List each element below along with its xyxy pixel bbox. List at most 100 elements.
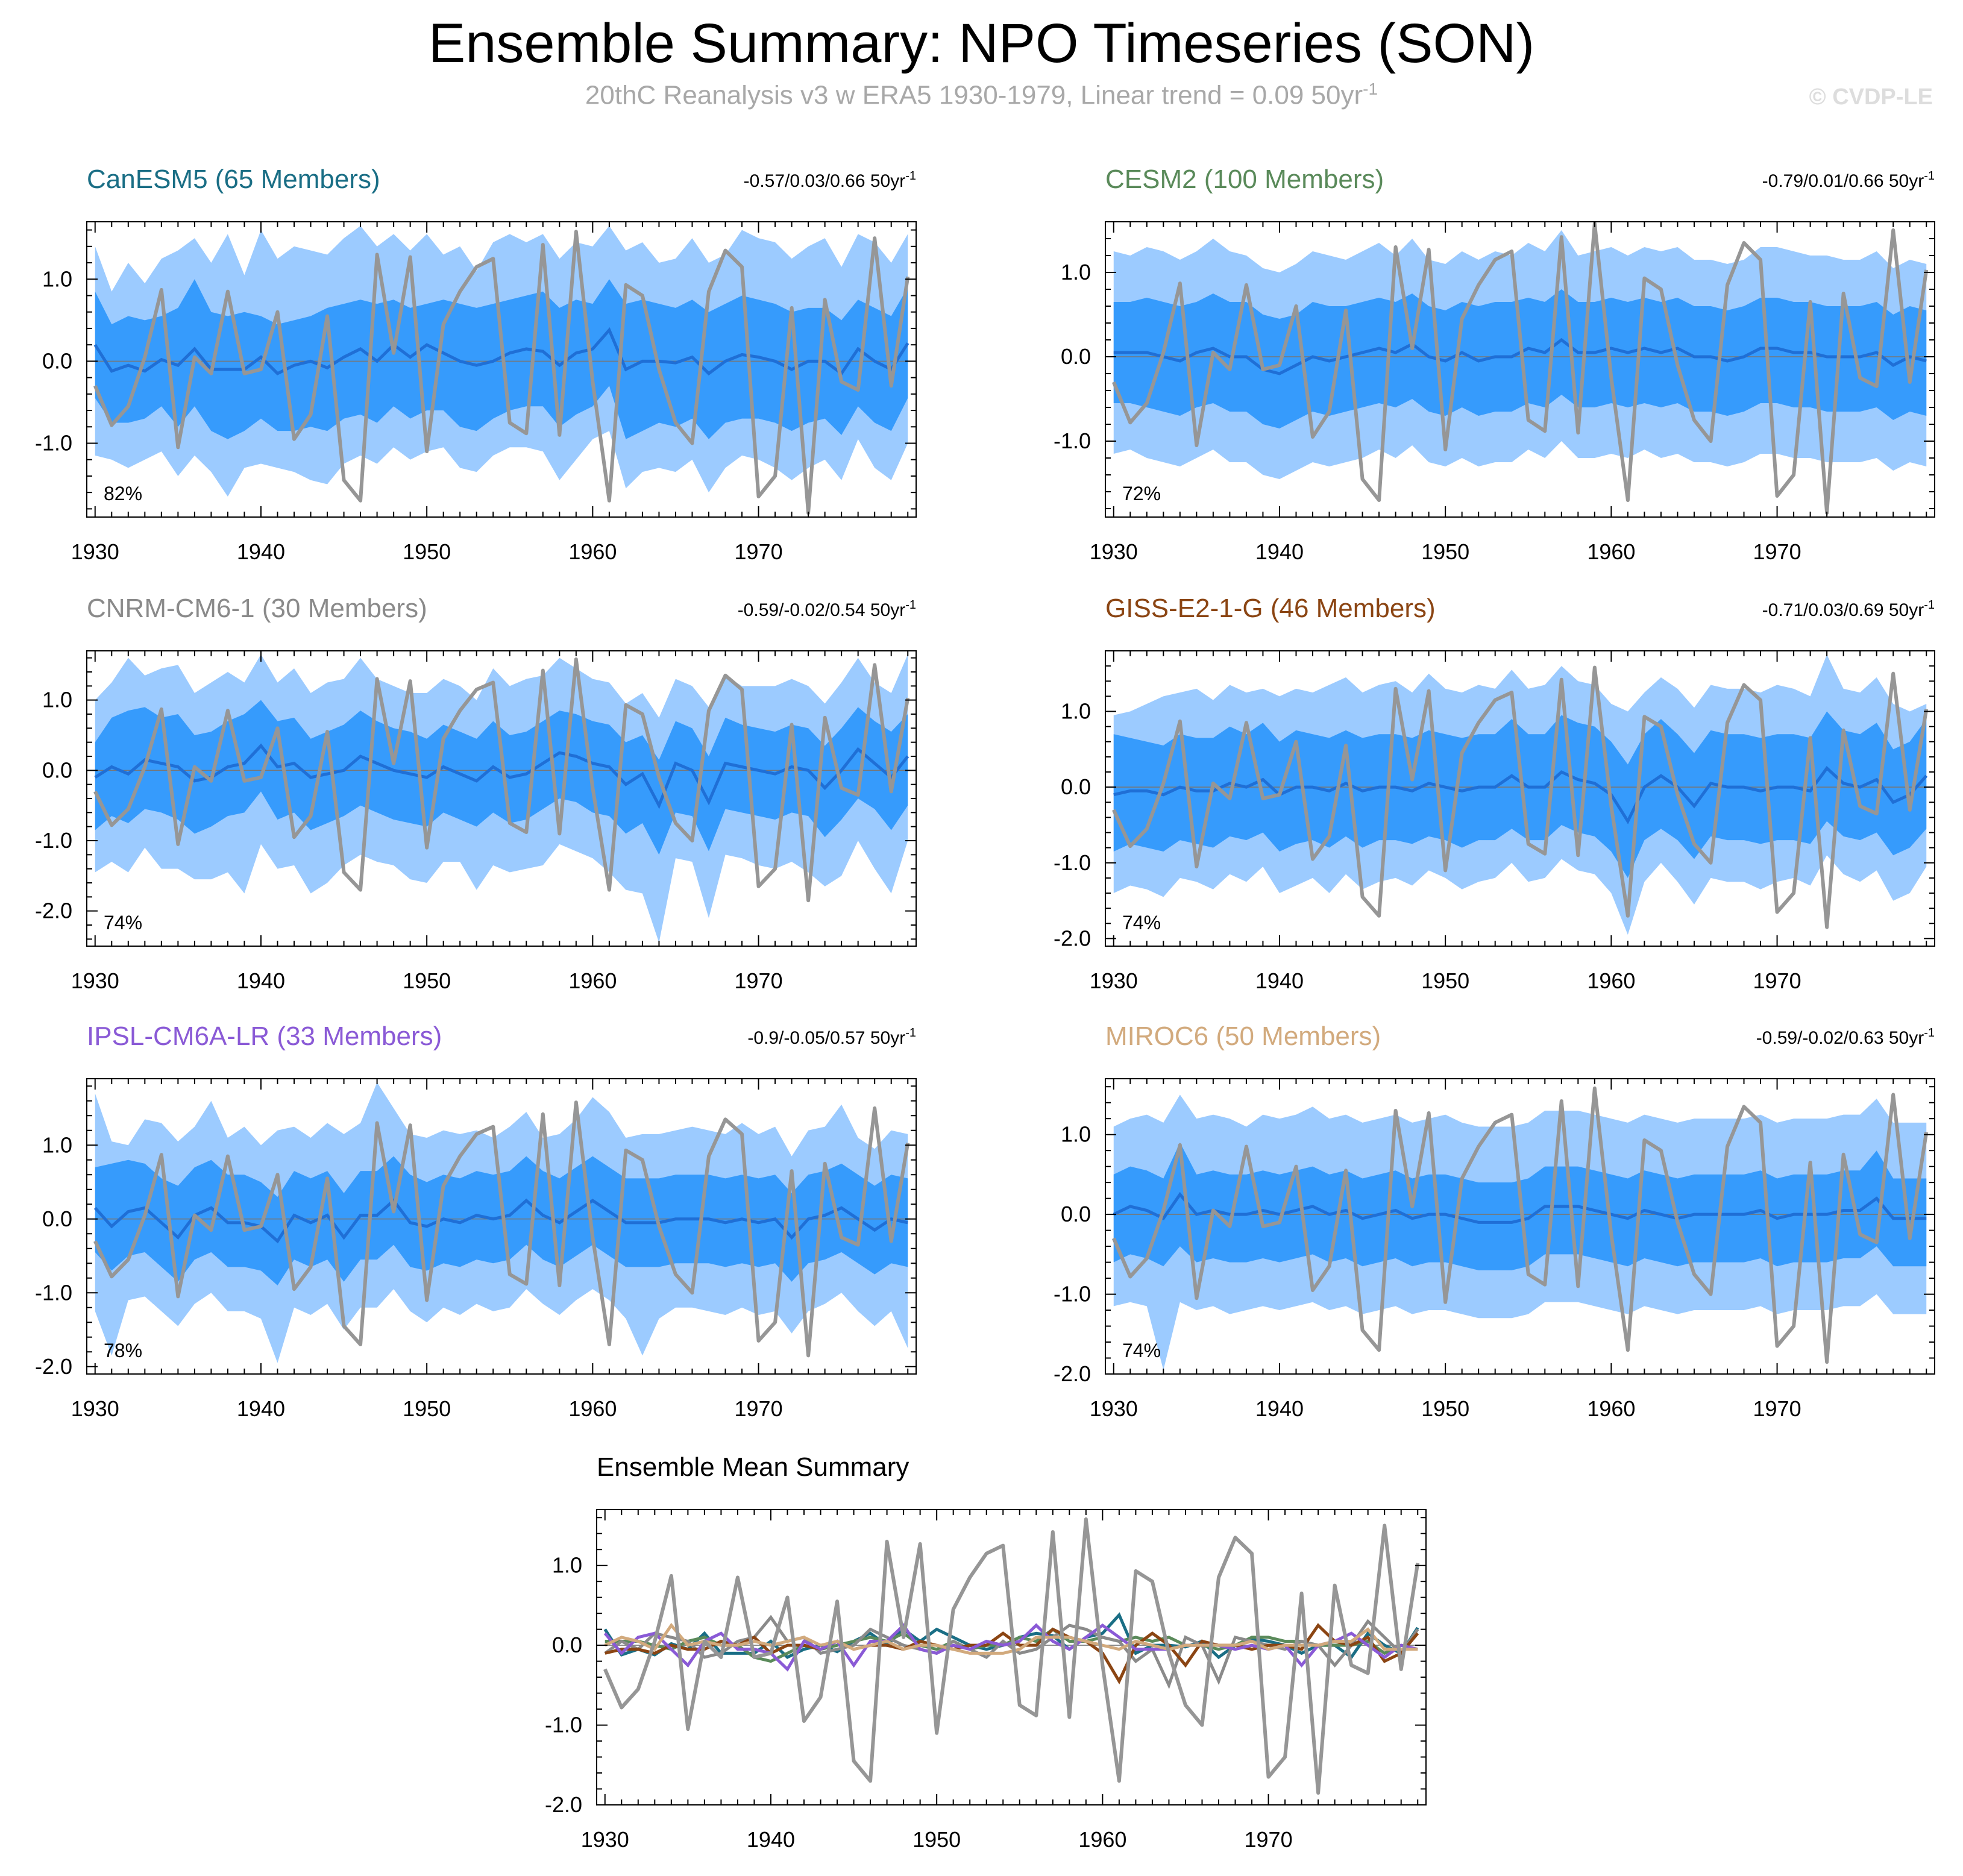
x-tick-label: 1960: [1587, 1396, 1635, 1421]
observation-line: [1112, 1086, 1929, 1364]
observation-line: [1111, 222, 1929, 515]
panel-6: MIROC6 (50 Members) -0.59/-0.02/0.63 50yr…: [1054, 1021, 1935, 1421]
observation-line: [93, 230, 910, 515]
panel-4: GISS-E2-1-G (46 Members) -0.71/0.03/0.69 …: [1054, 594, 1935, 993]
observation-line: [93, 657, 910, 903]
y-tick-label: -1.0: [35, 431, 72, 456]
x-tick-label: 1950: [1421, 1396, 1469, 1421]
percent-label: 74%: [1122, 1340, 1161, 1361]
y-tick-label: 1.0: [1061, 1122, 1091, 1147]
panel-2: CESM2 (100 Members) -0.79/0.01/0.66 50yr-…: [1054, 165, 1935, 564]
observation-line: [1112, 665, 1929, 929]
y-tick-label: 1.0: [42, 1132, 72, 1157]
model-mean-line-6: [604, 1622, 1418, 1655]
y-tick-label: -2.0: [1054, 1361, 1091, 1386]
panel-5: IPSL-CM6A-LR (33 Members) -0.9/-0.05/0.57…: [35, 1021, 917, 1421]
y-tick-label: 1.0: [552, 1553, 582, 1578]
panel-3: CNRM-CM6-1 (30 Members) -0.59/-0.02/0.54 …: [35, 594, 917, 993]
y-tick-label: -2.0: [35, 899, 72, 923]
plot-frame: [1105, 650, 1935, 947]
x-tick-label: 1950: [1421, 968, 1469, 993]
x-tick-label: 1970: [1753, 539, 1801, 564]
plot-frame: [1105, 1078, 1935, 1375]
y-tick-label: -1.0: [1054, 428, 1091, 453]
subtitle-text: 20thC Reanalysis v3 w ERA5 1930-1979, Li…: [585, 80, 1363, 110]
ensemble-mean-line: [93, 1198, 908, 1244]
plot-area: [87, 654, 916, 943]
trend-stats-sup: -1: [1924, 169, 1935, 183]
panel-title: CanESM5 (65 Members): [87, 165, 380, 194]
panel-title: IPSL-CM6A-LR (33 Members): [87, 1021, 442, 1051]
y-tick-label: 0.0: [552, 1633, 582, 1657]
x-tick-label: 1940: [237, 539, 285, 564]
x-tick-label: 1960: [1587, 968, 1635, 993]
plot-area: [1105, 654, 1935, 935]
x-tick-label: 1930: [1090, 1396, 1138, 1421]
x-tick-label: 1950: [403, 1396, 451, 1421]
panel-title: CNRM-CM6-1 (30 Members): [87, 594, 427, 623]
y-tick-label: -2.0: [35, 1354, 72, 1379]
percent-label: 74%: [1122, 912, 1161, 933]
trend-stats-sup: -1: [1924, 598, 1935, 612]
x-tick-label: 1960: [568, 1396, 617, 1421]
trend-stats: -0.71/0.03/0.69 50yr-1: [1762, 598, 1935, 620]
x-tick-label: 1930: [1090, 539, 1138, 564]
trend-stats-text: -0.59/-0.02/0.54 50yr: [738, 600, 906, 620]
x-tick-label: 1930: [71, 968, 119, 993]
plot-area: [87, 225, 916, 515]
y-tick-label: 0.0: [1061, 1202, 1091, 1226]
x-tick-label: 1950: [912, 1827, 961, 1852]
trend-stats: -0.79/0.01/0.66 50yr-1: [1762, 169, 1935, 191]
trend-stats: -0.57/0.03/0.66 50yr-1: [744, 169, 916, 191]
trend-stats-text: -0.71/0.03/0.69 50yr: [1762, 600, 1924, 620]
plot-frame: [86, 221, 917, 518]
plot-area: [1105, 1086, 1935, 1370]
observation-line: [603, 1517, 1420, 1795]
y-tick-label: -2.0: [545, 1792, 582, 1817]
trend-stats-text: -0.9/-0.05/0.57 50yr: [747, 1028, 905, 1048]
plot-area: [1105, 222, 1935, 515]
figure-subtitle: 20thC Reanalysis v3 w ERA5 1930-1979, Li…: [0, 80, 1963, 111]
y-tick-label: 0.0: [1061, 344, 1091, 369]
x-tick-label: 1940: [237, 1396, 285, 1421]
x-tick-label: 1940: [1255, 968, 1304, 993]
trend-stats-sup: -1: [1924, 1026, 1935, 1040]
percent-label: 72%: [1122, 483, 1161, 504]
x-tick-label: 1930: [581, 1827, 629, 1852]
y-tick-label: 1.0: [1061, 260, 1091, 284]
trend-stats: -0.59/-0.02/0.54 50yr-1: [738, 598, 916, 620]
panel-title: GISS-E2-1-G (46 Members): [1105, 594, 1436, 623]
y-tick-label: 0.0: [1061, 774, 1091, 799]
x-tick-label: 1950: [403, 968, 451, 993]
trend-stats-text: -0.57/0.03/0.66 50yr: [744, 171, 906, 191]
y-tick-label: 0.0: [42, 1206, 72, 1231]
y-tick-label: -1.0: [35, 828, 72, 853]
x-tick-label: 1950: [403, 539, 451, 564]
trend-stats-text: -0.79/0.01/0.66 50yr: [1762, 171, 1924, 191]
y-tick-label: 0.0: [42, 758, 72, 782]
percent-label: 82%: [104, 483, 142, 504]
x-tick-label: 1940: [1255, 1396, 1304, 1421]
plot-frame: [86, 1078, 917, 1375]
y-tick-label: 1.0: [1061, 699, 1091, 724]
x-tick-label: 1970: [735, 539, 783, 564]
spread-band-inner: [95, 700, 908, 855]
panel-title: Ensemble Mean Summary: [597, 1452, 909, 1482]
trend-stats: -0.59/-0.02/0.63 50yr-1: [1756, 1026, 1935, 1048]
panel-title: CESM2 (100 Members): [1105, 165, 1384, 194]
plot-area: [597, 1517, 1426, 1795]
x-tick-label: 1960: [1587, 539, 1635, 564]
x-tick-label: 1970: [1753, 968, 1801, 993]
trend-stats-sup: -1: [905, 1026, 916, 1040]
x-tick-label: 1960: [568, 968, 617, 993]
observation-line: [93, 1100, 910, 1358]
percent-label: 78%: [104, 1340, 142, 1361]
ensemble-mean-line: [1113, 1191, 1927, 1224]
panel-7: Ensemble Mean Summary -2.0 -1.0 0.0 1.0 1930 1…: [545, 1452, 1427, 1852]
y-tick-label: -2.0: [1054, 926, 1091, 950]
ensemble-mean-line: [94, 743, 909, 809]
figure-title: Ensemble Summary: NPO Timeseries (SON): [428, 13, 1535, 74]
x-tick-label: 1960: [568, 539, 617, 564]
y-tick-label: 1.0: [42, 266, 72, 291]
